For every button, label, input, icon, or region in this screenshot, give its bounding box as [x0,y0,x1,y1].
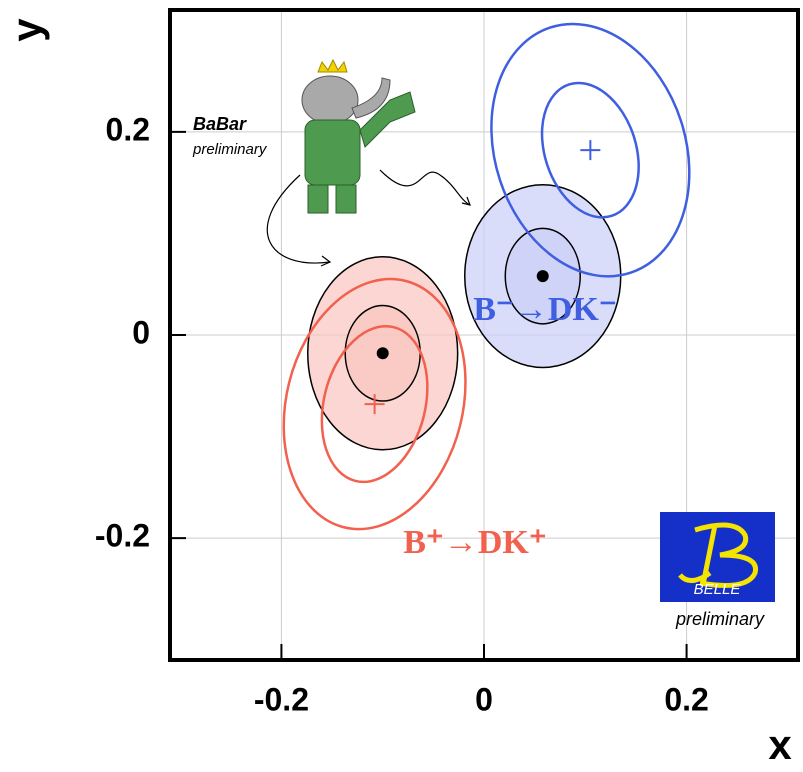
babar-subtitle: preliminary [192,141,268,158]
annotation: B⁺→DK⁺ [403,524,547,561]
y-tick-label: -0.2 [95,518,150,554]
y-tick-label: 0.2 [106,111,150,147]
chart: BaBar preliminary BELLE preliminary y x … [0,0,803,772]
belle-label: BELLE [694,581,742,598]
y-axis-label: y [3,18,50,42]
point [377,347,389,359]
x-tick-label: 0.2 [664,681,708,717]
belle-subtitle: preliminary [675,609,765,629]
point [537,270,549,282]
babar-label: BaBar [193,114,247,134]
annotation: B⁻→DK⁻ [473,291,617,328]
x-tick-label: 0 [475,681,493,717]
y-tick-label: 0 [132,314,150,350]
x-axis-label: x [768,721,792,768]
x-tick-label: -0.2 [254,681,309,717]
